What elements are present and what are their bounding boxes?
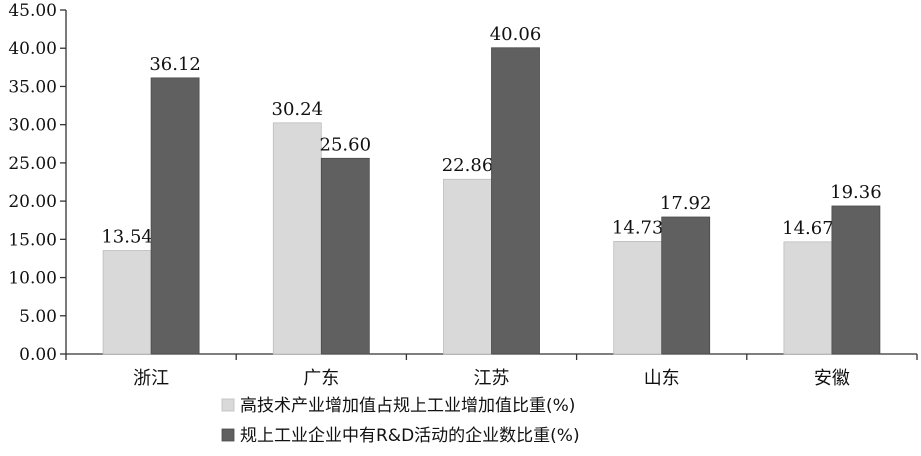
y-tick-label: 10.00 xyxy=(8,269,57,289)
y-tick-label: 25.00 xyxy=(8,154,57,174)
bar-series-1 xyxy=(102,250,152,355)
chart-legend: 高技术产业增加值占规上工业增加值比重(%) 规上工业企业中有R&D活动的企业数比重… xyxy=(221,396,580,446)
bar-series-2 xyxy=(150,77,200,355)
y-tick-label: 5.00 xyxy=(19,307,57,327)
y-tick-label: 40.00 xyxy=(8,39,57,59)
chart-bars: 13.54 36.12 30.24 25.60 22.86 40.06 14.73 17.92… xyxy=(101,24,882,355)
data-label: 40.06 xyxy=(490,24,542,45)
bar-series-2 xyxy=(320,157,370,355)
bar-series-2 xyxy=(491,47,540,355)
data-label: 25.60 xyxy=(320,134,372,155)
data-label: 14.73 xyxy=(612,217,664,238)
bar-series-1 xyxy=(613,240,663,355)
data-label: 30.24 xyxy=(272,99,324,120)
x-category-label: 广东 xyxy=(303,368,339,389)
legend-label-1: 高技术产业增加值占规上工业增加值比重(%) xyxy=(240,396,575,416)
y-axis-ticks: 0.00 5.00 10.00 15.00 20.00 25.00 30.00 35.00 40… xyxy=(8,1,66,365)
y-tick-label: 15.00 xyxy=(8,230,57,250)
x-axis-labels: 浙江 广东 江苏 山东 安徽 xyxy=(133,368,850,389)
x-category-label: 江苏 xyxy=(474,368,510,389)
data-label: 14.67 xyxy=(782,218,834,239)
data-label: 36.12 xyxy=(149,54,201,75)
legend-label-2: 规上工业企业中有R&D活动的企业数比重(%) xyxy=(240,426,580,446)
x-category-label: 山东 xyxy=(644,368,680,389)
bar-series-1 xyxy=(783,241,833,355)
bar-series-1 xyxy=(443,178,492,355)
data-label: 22.86 xyxy=(442,155,494,176)
data-label: 19.36 xyxy=(830,182,882,203)
data-label: 13.54 xyxy=(101,226,153,247)
y-tick-label: 45.00 xyxy=(8,1,57,21)
bar-series-2 xyxy=(661,216,711,355)
bar-series-1 xyxy=(272,122,322,355)
legend-swatch-1 xyxy=(221,398,235,412)
y-tick-label: 30.00 xyxy=(8,116,57,136)
y-tick-label: 20.00 xyxy=(8,192,57,212)
x-category-label: 安徽 xyxy=(814,368,850,389)
y-tick-label: 0.00 xyxy=(19,345,57,365)
x-category-label: 浙江 xyxy=(133,368,169,389)
data-label: 17.92 xyxy=(660,193,712,214)
y-tick-label: 35.00 xyxy=(8,77,57,97)
bar-series-2 xyxy=(831,205,881,355)
legend-swatch-2 xyxy=(221,428,235,442)
